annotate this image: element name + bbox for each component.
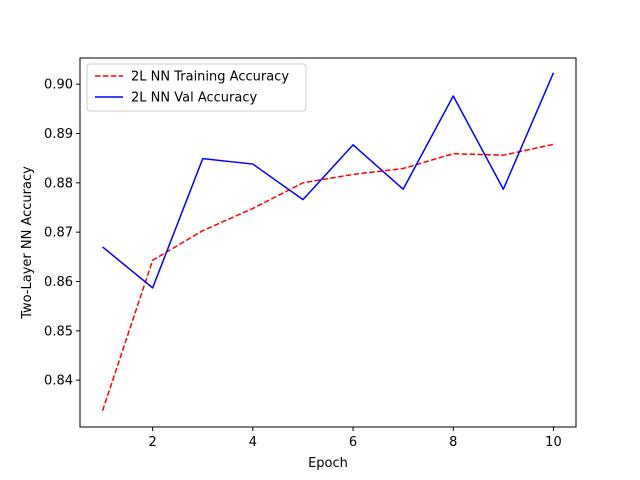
- legend-box: [86, 63, 307, 112]
- y-tick-label: 0.84: [44, 374, 73, 389]
- x-tick-label: 6: [349, 435, 357, 450]
- y-tick-label: 0.86: [44, 275, 73, 290]
- y-axis-title: Two-Layer NN Accuracy: [20, 166, 35, 320]
- y-tick-label: 0.90: [44, 78, 73, 93]
- x-axis-title: Epoch: [308, 456, 348, 471]
- series-line-val: [102, 72, 555, 289]
- x-tick-label: 10: [545, 435, 562, 450]
- y-tick-label: 0.88: [44, 176, 73, 191]
- ticks-layer: 2 4 6 8 10 0.84 0.85 0.86 0.87 0.88 0.89 0.90: [44, 78, 562, 450]
- y-tick-label: 0.85: [44, 324, 73, 339]
- x-tick-label: 2: [149, 435, 157, 450]
- plot-frame: [79, 57, 577, 428]
- legend: 2L NN Training Accuracy 2L NN Val Accura…: [86, 63, 307, 112]
- x-tick-label: 4: [249, 435, 257, 450]
- series-layer: [101, 72, 555, 411]
- x-tick-label: 8: [449, 435, 457, 450]
- legend-label-training: 2L NN Training Accuracy: [131, 70, 289, 85]
- series-line-training: [101, 143, 554, 411]
- y-tick-label: 0.89: [44, 127, 73, 142]
- legend-label-val: 2L NN Val Accuracy: [131, 91, 257, 106]
- y-tick-label: 0.87: [44, 226, 73, 241]
